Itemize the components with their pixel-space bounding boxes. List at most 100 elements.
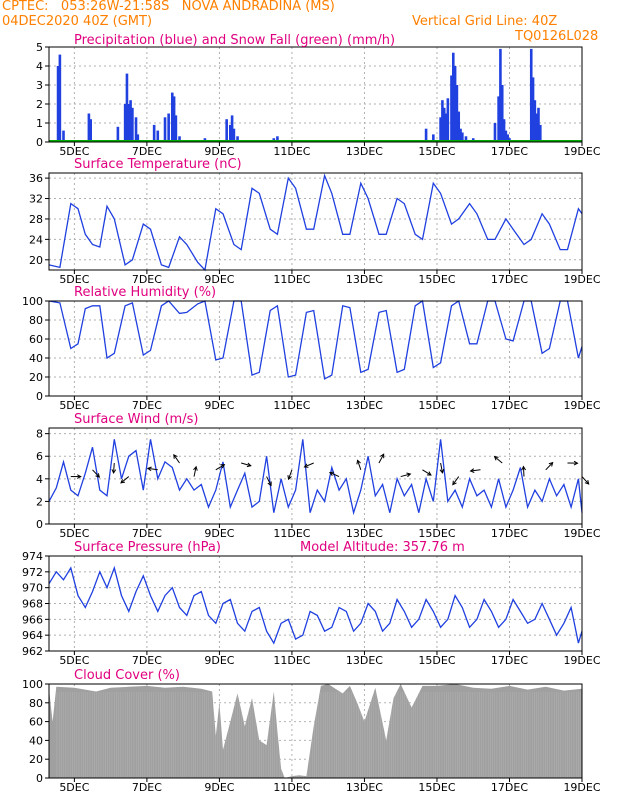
x-tick-label: 9DEC	[204, 781, 234, 794]
x-tick-label: 17DEC	[491, 145, 528, 158]
wind-arrow-head	[120, 478, 126, 484]
panel-2: 0 20 40 60 80 100 5DEC 7DEC 9DEC 11DEC 13DEC 15DEC 1…	[22, 295, 601, 412]
wind-arrow	[193, 466, 197, 477]
precip-bar	[493, 123, 497, 142]
x-tick-label: 17DEC	[491, 399, 528, 412]
wind-arrow-head	[452, 480, 457, 486]
wind-arrow-head	[573, 460, 579, 466]
x-tick-label: 15DEC	[418, 399, 455, 412]
panel-frame	[48, 300, 583, 397]
y-tick-label: 4	[36, 60, 43, 73]
series-line-3	[48, 439, 583, 516]
wind-arrow-head	[493, 455, 499, 461]
y-tick-label: 60	[29, 333, 43, 346]
y-tick-label: 972	[22, 566, 43, 579]
wind-arrow	[288, 469, 293, 480]
precip-bar	[537, 107, 540, 142]
x-tick-label: 9DEC	[204, 273, 234, 286]
x-tick-label: 5DEC	[59, 399, 89, 412]
panel-title: Precipitation (blue) and Snow Fall (gree…	[74, 33, 395, 48]
x-tick-label: 5DEC	[59, 145, 89, 158]
y-tick-label: 40	[29, 734, 43, 747]
y-tick-label: 3	[36, 79, 43, 92]
panel-frame	[48, 683, 583, 779]
x-tick-label: 9DEC	[204, 399, 234, 412]
wind-arrow-head	[95, 473, 101, 478]
precip-bar	[531, 77, 535, 142]
y-tick-label: 40	[29, 352, 43, 365]
precip-bar	[529, 48, 533, 142]
wind-arrow	[147, 467, 158, 471]
y-tick-label: 100	[22, 678, 43, 691]
precip-bar	[432, 134, 435, 142]
x-tick-label: 11DEC	[273, 654, 310, 667]
vertical-grid-note: Vertical Grid Line: 40Z	[412, 14, 558, 29]
precip-bar	[441, 100, 444, 142]
panel-title: Relative Humidity (%)	[74, 285, 216, 300]
y-tick-label: 2	[36, 98, 43, 111]
x-tick-label: 15DEC	[418, 273, 455, 286]
panel-frame	[48, 172, 583, 271]
wind-arrow-head	[77, 474, 82, 479]
precip-bar	[535, 113, 538, 142]
y-tick-label: 1	[36, 117, 43, 130]
x-tick-label: 13DEC	[346, 273, 383, 286]
panel-4: 962 964 966 968 970 972 974 5DEC 7DEC 9DEC 11DEC 13…	[22, 550, 601, 667]
precip-bar	[172, 96, 176, 142]
wind-arrow	[378, 453, 385, 464]
panel-3: 0 2 4 6 8 5DEC 7DEC 9DEC 11DEC 13DEC 15DEC 17DEC 19D…	[36, 427, 601, 540]
wind-arrow-head	[584, 479, 590, 485]
precip-bar	[228, 124, 232, 142]
y-tick-label: 5	[36, 41, 43, 54]
precip-bar	[455, 85, 459, 142]
series-line-4	[48, 565, 583, 645]
wind-arrow-head	[193, 465, 198, 471]
x-tick-label: 7DEC	[132, 654, 162, 667]
wind-arrow	[545, 462, 554, 471]
precip-bar	[442, 107, 446, 142]
precip-bar	[459, 128, 462, 142]
precip-bar	[167, 113, 170, 142]
x-tick-label: 13DEC	[346, 527, 383, 540]
wind-arrow-head	[521, 465, 526, 471]
wind-arrow-head	[303, 463, 309, 468]
precip-bar	[87, 113, 91, 142]
wind-arrow-head	[426, 471, 432, 476]
panel-title: Surface Temperature (nC)	[74, 157, 242, 172]
x-tick-label: 17DEC	[491, 781, 528, 794]
precip-bar	[497, 96, 500, 142]
y-tick-label: 0	[36, 772, 43, 785]
x-tick-label: 11DEC	[273, 781, 310, 794]
precip-bar	[127, 104, 131, 142]
x-tick-label: 7DEC	[132, 399, 162, 412]
x-tick-label: 13DEC	[346, 654, 383, 667]
x-tick-label: 7DEC	[132, 781, 162, 794]
precip-bar	[439, 117, 442, 142]
wind-arrow-head	[380, 453, 385, 459]
precip-bar	[424, 128, 428, 142]
precip-bar	[174, 115, 178, 142]
precip-bar	[453, 66, 457, 142]
y-tick-label: 20	[29, 753, 43, 766]
precip-bar	[539, 124, 542, 142]
wind-arrow-head	[111, 469, 117, 475]
wind-arrow-head	[173, 453, 178, 459]
wind-arrow	[400, 473, 411, 478]
x-tick-label: 19DEC	[563, 781, 600, 794]
precip-bar	[276, 136, 279, 142]
precip-bar	[500, 85, 504, 142]
precip-bar	[58, 54, 62, 142]
y-tick-label: 60	[29, 716, 43, 729]
y-tick-label: 0	[36, 390, 43, 403]
precip-bar	[89, 119, 92, 142]
precip-bar	[56, 66, 60, 142]
x-tick-label: 13DEC	[346, 145, 383, 158]
x-tick-label: 5DEC	[59, 273, 89, 286]
x-tick-label: 5DEC	[59, 654, 89, 667]
precip-bar	[125, 73, 129, 142]
y-tick-label: 36	[29, 172, 43, 185]
precip-bar	[116, 126, 120, 142]
wind-arrow-head	[356, 459, 361, 465]
precip-bar	[134, 117, 138, 142]
